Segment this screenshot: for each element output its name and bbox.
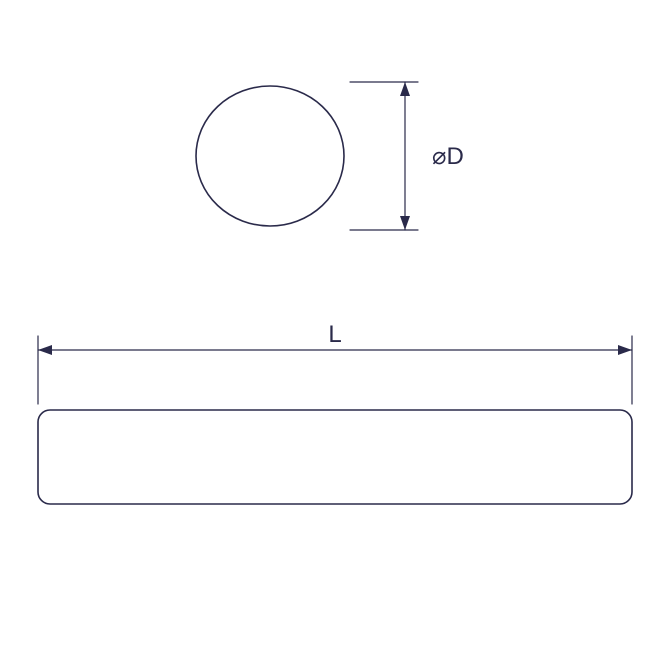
length-label: L: [328, 321, 341, 348]
side-view-bar: [38, 410, 632, 504]
diameter-label: ⌀D: [432, 143, 464, 170]
end-view-circle: [196, 86, 344, 226]
